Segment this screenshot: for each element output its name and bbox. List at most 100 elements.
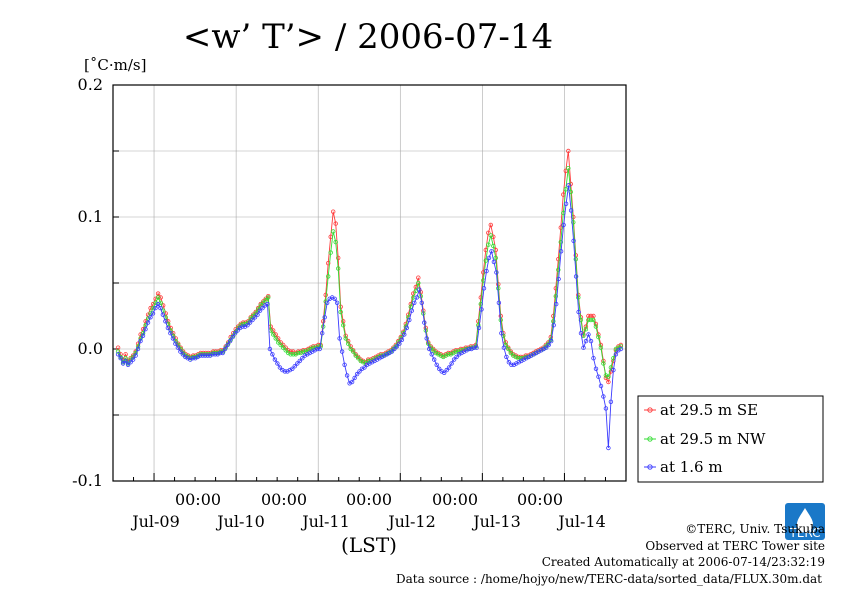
data-point xyxy=(417,287,422,292)
data-point xyxy=(494,270,499,275)
data-point xyxy=(483,258,488,263)
data-point xyxy=(115,352,121,357)
footer-info: ©TERC, Univ. Tsukuba Observed at TERC To… xyxy=(396,522,825,586)
data-point xyxy=(606,445,611,451)
data-point xyxy=(546,342,551,348)
data-point xyxy=(118,356,123,361)
data-point xyxy=(337,336,342,341)
data-point xyxy=(481,286,487,291)
data-point xyxy=(317,346,322,352)
footer-source: Data source : /home/hojyo/new/TERC-data/… xyxy=(396,572,822,586)
data-point xyxy=(148,305,153,311)
data-point xyxy=(409,308,414,313)
data-point xyxy=(150,305,156,311)
data-point xyxy=(210,352,215,357)
data-point xyxy=(357,369,362,374)
data-point xyxy=(230,334,235,340)
data-point xyxy=(476,323,481,328)
data-point xyxy=(446,365,452,370)
data-point xyxy=(416,280,421,286)
data-point xyxy=(429,352,434,357)
data-point xyxy=(611,367,616,373)
legend-label-1m: at 1.6 m xyxy=(660,458,723,476)
data-point xyxy=(180,352,185,357)
data-point xyxy=(583,327,589,332)
x-day-label: Jul-12 xyxy=(386,512,436,531)
data-point xyxy=(586,317,591,323)
data-point xyxy=(491,259,497,265)
data-point xyxy=(128,357,133,362)
data-point xyxy=(245,323,250,328)
data-point xyxy=(593,366,599,371)
water-drop-icon xyxy=(797,508,813,532)
data-point xyxy=(150,311,156,316)
data-point xyxy=(551,323,556,328)
data-point xyxy=(488,222,493,228)
data-point xyxy=(407,317,412,323)
data-point xyxy=(508,350,513,356)
data-point xyxy=(158,305,163,311)
data-point xyxy=(170,336,176,341)
data-point xyxy=(432,357,437,362)
data-point xyxy=(295,361,300,366)
data-point xyxy=(344,373,350,378)
data-point xyxy=(333,239,338,245)
data-point xyxy=(336,255,341,261)
data-point xyxy=(334,300,340,305)
data-point xyxy=(598,345,604,350)
data-point xyxy=(163,319,168,324)
data-point xyxy=(288,352,293,357)
data-point xyxy=(558,239,563,245)
data-point xyxy=(427,346,432,352)
data-point xyxy=(511,362,517,367)
data-point xyxy=(115,349,121,354)
data-point xyxy=(596,374,601,379)
data-point xyxy=(549,338,554,344)
data-point xyxy=(444,367,449,373)
data-point xyxy=(573,257,578,262)
data-point xyxy=(349,379,355,385)
data-point xyxy=(250,317,255,323)
data-point xyxy=(583,338,589,344)
data-point xyxy=(618,344,624,349)
data-point xyxy=(414,295,419,300)
data-point xyxy=(416,275,421,280)
y-tick-label: 0.2 xyxy=(78,75,103,94)
data-point xyxy=(362,365,367,370)
data-point xyxy=(273,336,278,341)
data-point xyxy=(123,358,128,364)
data-point xyxy=(283,345,288,350)
data-point xyxy=(603,406,609,411)
data-point xyxy=(281,342,286,348)
data-point xyxy=(591,356,596,361)
data-point xyxy=(332,296,337,301)
data-point xyxy=(278,340,283,345)
data-point xyxy=(271,332,276,337)
data-point xyxy=(618,346,624,352)
grid-lines xyxy=(113,84,627,482)
data-point xyxy=(491,243,496,249)
data-point xyxy=(608,399,614,404)
data-point xyxy=(486,230,491,235)
data-point xyxy=(232,331,238,336)
data-point xyxy=(297,358,302,364)
data-point xyxy=(290,366,295,371)
y-axis-unit: [˚C·m/s] xyxy=(84,56,146,74)
data-point xyxy=(394,344,400,349)
x-day-label: Jul-13 xyxy=(471,512,521,531)
data-point xyxy=(499,331,504,336)
data-point xyxy=(598,383,604,389)
data-point xyxy=(563,187,568,192)
data-point xyxy=(275,361,280,366)
footer-created: Created Automatically at 2006-07-14/23:3… xyxy=(542,555,825,569)
data-point xyxy=(277,365,283,370)
data-point xyxy=(331,229,336,234)
legend-marker-nw xyxy=(647,436,653,442)
data-point xyxy=(478,301,483,307)
data-point xyxy=(556,267,561,272)
data-point xyxy=(397,341,402,346)
data-point xyxy=(404,325,409,331)
data-point xyxy=(486,242,491,247)
logo-text: TERC xyxy=(788,526,820,540)
data-point xyxy=(257,308,263,313)
